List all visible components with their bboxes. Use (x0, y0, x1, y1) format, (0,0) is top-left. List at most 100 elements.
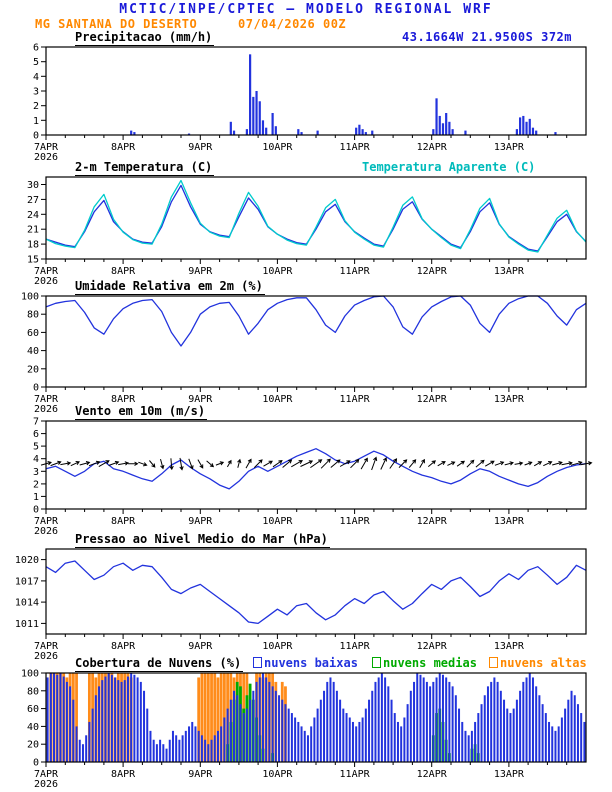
low-cloud-bar (168, 739, 171, 762)
wind-barb-icon (138, 461, 148, 467)
low-cloud-bar (348, 717, 351, 762)
low-cloud-bar (429, 686, 432, 762)
high-cloud-bar (216, 677, 220, 762)
low-cloud-bar (451, 686, 454, 762)
wind-barb-icon (427, 460, 436, 467)
low-cloud-bar (573, 695, 576, 762)
low-cloud-bar (329, 677, 332, 762)
x-tick-year-label: 2026 (34, 152, 58, 161)
precip-bar (554, 132, 557, 135)
low-cloud-bar (483, 695, 486, 762)
low-cloud-bar (245, 708, 248, 762)
low-cloud-bar (368, 699, 371, 762)
low-cloud-bar (91, 708, 94, 762)
wind-barb-icon (552, 461, 563, 466)
panel-title-humidity: Umidade Relativa em 2m (%) (75, 279, 265, 295)
x-tick-label: 9APR (188, 266, 213, 277)
low-cloud-bar (252, 690, 255, 762)
low-cloud-bar (120, 681, 123, 762)
wind-barb-icon (169, 458, 174, 471)
x-tick-label: 7APR (34, 641, 59, 652)
low-cloud-bar (278, 695, 281, 762)
low-cloud-bar (519, 690, 522, 762)
low-cloud-bar (197, 730, 200, 762)
low-cloud-bar (297, 721, 300, 762)
wind-barb-icon (160, 458, 165, 470)
mid-clouds-swatch-icon (372, 657, 381, 668)
low-cloud-bar (361, 717, 364, 762)
low-cloud-bar (181, 735, 184, 762)
wind-barb-icon (300, 460, 314, 467)
y-tick-label: 40 (27, 722, 39, 733)
plot-box (45, 176, 587, 260)
low-cloud-bar (470, 730, 473, 762)
precip-bar (355, 127, 358, 135)
y-tick-label: 3 (33, 467, 39, 478)
low-cloud-bar (223, 717, 226, 762)
temp-2m-line (45, 184, 587, 252)
x-tick-year-label: 2026 (34, 526, 58, 535)
low-cloud-bar (355, 726, 358, 762)
wind-barb-icon (188, 458, 194, 470)
low-cloud-bar (377, 677, 380, 762)
y-tick-label: 20 (27, 364, 39, 375)
panel-title-clouds: Cobertura de Nuvens (%) (75, 656, 244, 672)
low-cloud-bar (564, 708, 567, 762)
precip-bar (435, 98, 438, 135)
x-tick-label: 13APR (494, 641, 525, 652)
panel-title-row-pressure: Pressao ao Nivel Medio do Mar (hPa) (0, 532, 612, 548)
low-cloud-bar (258, 677, 261, 762)
precip-bar (133, 132, 136, 135)
low-cloud-bar (583, 721, 586, 762)
x-tick-label: 7APR (34, 266, 59, 277)
wind-barb-icon (98, 460, 110, 468)
low-cloud-bar (210, 739, 213, 762)
low-cloud-bar (509, 713, 512, 762)
low-cloud-bar (268, 681, 271, 762)
wind-barb-icon (226, 459, 232, 468)
low-cloud-bar (165, 748, 168, 762)
x-tick-label: 12APR (417, 516, 448, 527)
low-cloud-bar (239, 704, 242, 762)
high-cloud-bar (87, 673, 91, 762)
low-cloud-bar (139, 681, 142, 762)
low-cloud-bar (101, 680, 104, 762)
precip-bar (271, 113, 274, 135)
header-subtitle: MG SANTANA DO DESERTO 07/04/2026 00Z (0, 17, 612, 31)
x-tick-label: 9APR (188, 516, 213, 527)
wind-barb-icon (484, 460, 495, 467)
high-clouds-swatch-icon (489, 657, 498, 668)
precip-bar (371, 130, 374, 135)
high-cloud-bar (206, 673, 210, 762)
wind-barb-icon (360, 457, 368, 470)
wind-barb-icon (88, 460, 101, 467)
y-tick-label: 4 (33, 454, 39, 465)
wind-barb-icon (291, 460, 303, 468)
low-cloud-bar (432, 681, 435, 762)
precip-bar (364, 132, 367, 135)
wind-barb-icon (561, 461, 573, 466)
x-tick-label: 8APR (111, 769, 136, 780)
precip-bar (130, 130, 133, 135)
x-tick-label: 9APR (188, 142, 213, 153)
low-cloud-bar (496, 681, 499, 762)
x-tick-label: 7APR (34, 516, 59, 527)
precip-bar (274, 126, 277, 135)
low-cloud-bar (477, 713, 480, 762)
precip-bar (464, 130, 467, 135)
panel-title-row-clouds: Cobertura de Nuvens (%) nuvens baixas nu… (0, 656, 612, 672)
low-cloud-bar (425, 681, 428, 762)
y-tick-label: 30 (27, 180, 39, 191)
low-cloud-bar (448, 681, 451, 762)
low-cloud-bar (403, 717, 406, 762)
low-cloud-bar (69, 686, 72, 762)
y-tick-label: 40 (27, 346, 39, 357)
x-tick-label: 13APR (494, 142, 525, 153)
low-cloud-bar (49, 673, 52, 762)
low-cloud-bar (213, 735, 216, 762)
low-cloud-bar (319, 699, 322, 762)
y-tick-label: 1014 (15, 598, 39, 609)
low-cloud-bar (493, 677, 496, 762)
